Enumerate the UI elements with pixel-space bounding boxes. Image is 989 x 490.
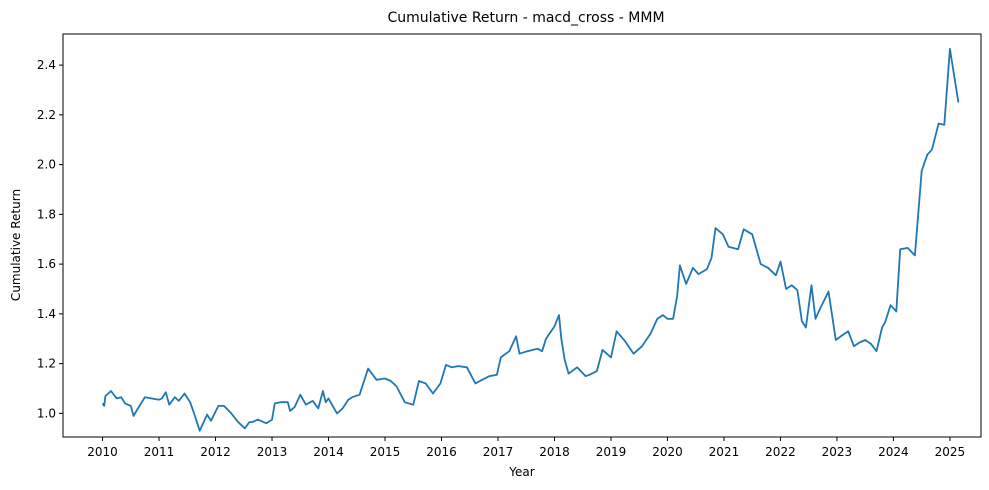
y-tick-label: 1.8	[37, 207, 56, 221]
cumulative-return-line	[101, 48, 960, 432]
x-axis-ticks: 2010 2011 2012 2013 2014 2015 2016 2017 2018 2019…	[87, 437, 965, 459]
x-tick-label: 2011	[144, 445, 175, 459]
x-tick-label: 2013	[257, 445, 288, 459]
y-axis-label: Cumulative Return	[9, 189, 23, 301]
x-tick-label: 2010	[87, 445, 118, 459]
x-tick-label: 2014	[313, 445, 344, 459]
chart-title: Cumulative Return - macd_cross - MMM	[387, 10, 664, 26]
plot-area	[62, 33, 982, 438]
y-tick-label: 2.0	[37, 158, 56, 172]
y-axis-ticks: 1.0 1.2 1.4 1.6 1.8 2.0 2.2 2.4	[37, 58, 63, 420]
y-tick-label: 1.2	[37, 357, 56, 371]
x-tick-label: 2025	[935, 445, 966, 459]
y-tick-label: 2.4	[37, 58, 56, 72]
x-tick-label: 2024	[878, 445, 909, 459]
x-tick-label: 2015	[370, 445, 401, 459]
x-tick-label: 2023	[822, 445, 853, 459]
x-tick-label: 2022	[765, 445, 796, 459]
x-axis-label: Year	[508, 465, 534, 479]
x-tick-label: 2017	[483, 445, 514, 459]
x-tick-label: 2012	[200, 445, 231, 459]
x-tick-label: 2018	[539, 445, 570, 459]
y-tick-label: 1.6	[37, 257, 56, 271]
y-tick-label: 1.4	[37, 307, 56, 321]
x-tick-label: 2016	[426, 445, 457, 459]
x-tick-label: 2019	[596, 445, 627, 459]
y-tick-label: 1.0	[37, 406, 56, 420]
x-tick-label: 2020	[652, 445, 683, 459]
x-tick-label: 2021	[709, 445, 740, 459]
y-tick-label: 2.2	[37, 108, 56, 122]
